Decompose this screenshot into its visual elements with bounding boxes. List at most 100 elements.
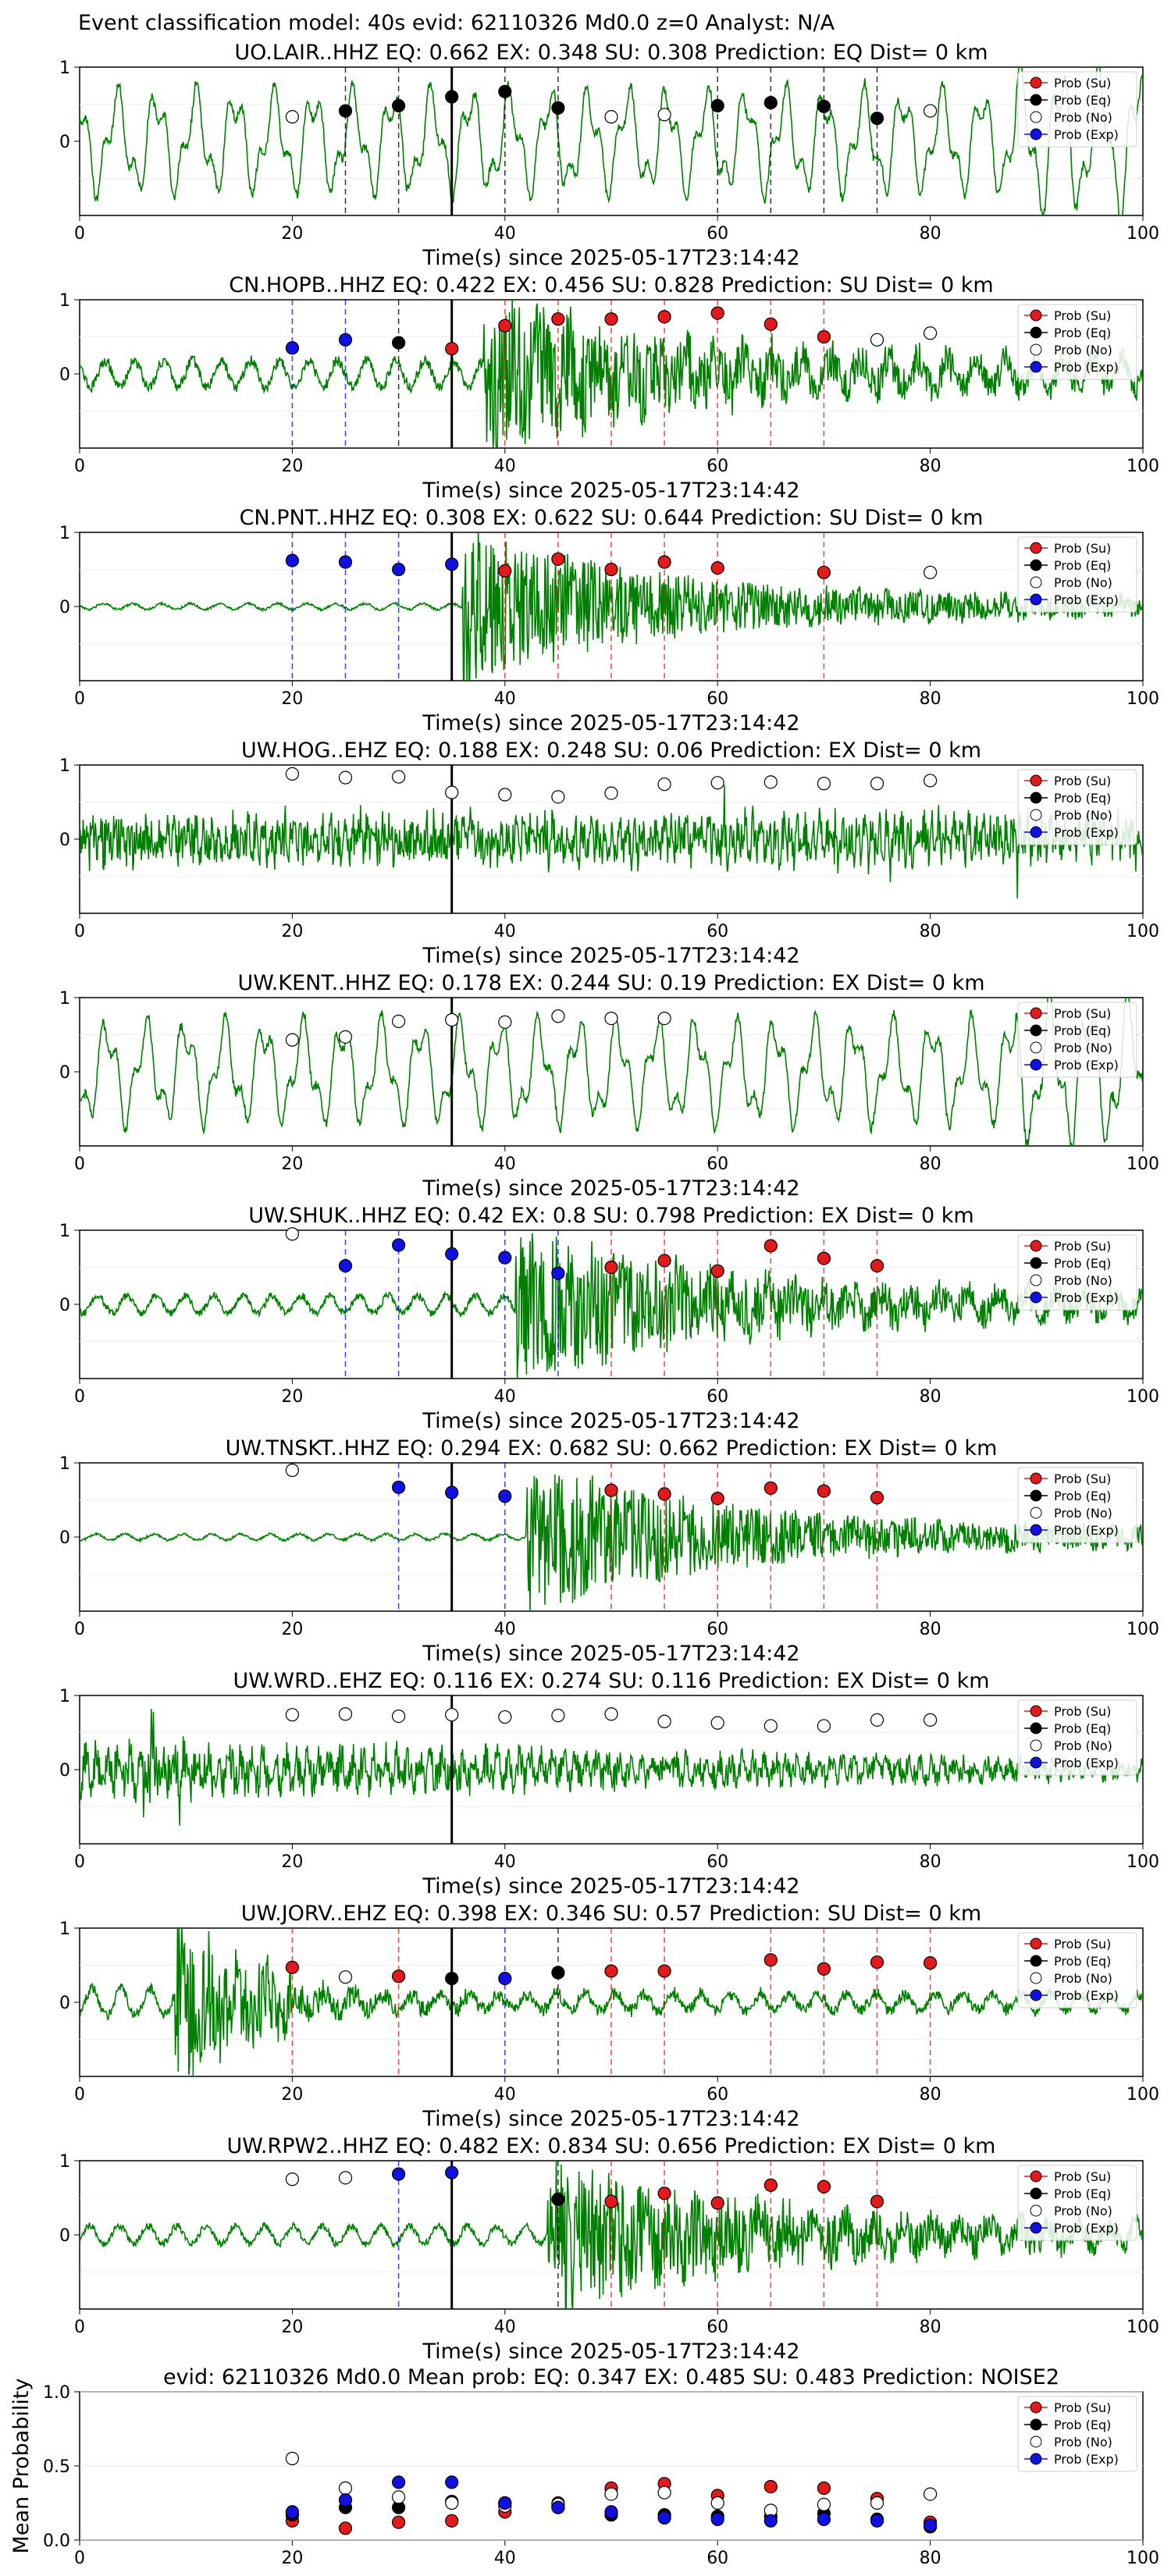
legend-label-su: Prob (Su) [1054,774,1111,788]
mean-point-no [338,2481,353,2496]
x-tick-label: 80 [920,2318,941,2337]
legend-marker-su [1030,1240,1042,1252]
waveform-trace [80,1474,1143,1611]
prob-point-su [710,2196,724,2210]
mean-point-no [710,2496,724,2510]
legend-frame [1017,304,1137,380]
prob-point-exp [338,1258,353,1273]
x-tick-label: 0 [74,1852,85,1872]
waveform-trace [80,998,1143,1146]
prob-point-su [710,560,724,575]
legend-marker-no [1030,1274,1042,1286]
prob-point-eq [551,2192,565,2206]
legend: Prob (Su) Prob (Eq) Prob (No) Prob (Exp) [1017,2396,1137,2472]
legend-marker-eq [1030,1722,1042,1735]
prob-point-no [923,774,938,788]
prob-point-no [285,1033,299,1047]
prob-point-eq [392,98,406,112]
waveform-group [80,532,1143,681]
legend-frame [1017,769,1137,845]
panel-title: CN.HOPB..HHZ EQ: 0.422 EX: 0.456 SU: 0.8… [229,273,993,297]
legend-label-no: Prob (No) [1054,343,1112,358]
x-tick-label: 0 [74,2549,85,2568]
x-axis-label: Time(s) since 2025-05-17T23:14:42 [422,1874,799,1898]
prob-point-su [710,1491,724,1506]
y-tick-label: 0 [59,133,70,152]
legend: Prob (Su) Prob (Eq) Prob (No) Prob (Exp) [1017,1002,1137,1078]
legend-label-su: Prob (Su) [1054,1006,1111,1021]
prob-point-su [870,1491,884,1505]
prob-point-su [817,2179,831,2194]
x-tick-label: 80 [920,922,941,941]
legend-label-exp: Prob (Exp) [1054,1523,1119,1538]
legend-label-no: Prob (No) [1054,808,1112,823]
legend-marker-su [1030,309,1042,322]
x-axis-label: Time(s) since 2025-05-17T23:14:42 [422,711,799,735]
y-tick-label: 1 [59,756,70,776]
waveform-group [80,67,1143,215]
x-tick-label: 80 [920,1620,941,1639]
legend-label-exp: Prob (Exp) [1054,1988,1119,2003]
prob-point-exp [392,1238,406,1252]
y-tick-label: 1 [59,1454,70,1474]
legend-marker-exp [1030,826,1042,838]
panel-title: evid: 62110326 Md0.0 Mean prob: EQ: 0.34… [163,2365,1059,2389]
y-tick-label: 1 [59,291,70,311]
legend-marker-no [1030,2204,1042,2217]
legend-marker-su [1030,1472,1042,1485]
legend-marker-exp [1030,128,1042,141]
prob-point-exp [392,1480,406,1494]
x-tick-label: 20 [281,1387,303,1407]
prob-point-no [551,1009,565,1023]
prob-point-no [657,1011,671,1026]
prob-point-exp [338,555,353,569]
y-tick-label: 0.5 [43,2457,70,2477]
legend: Prob (Su) Prob (Eq) Prob (No) Prob (Exp) [1017,769,1137,845]
legend-label-no: Prob (No) [1054,1971,1112,1986]
mean-point-exp [710,2512,724,2526]
legend-frame [1017,2165,1137,2241]
legend: Prob (Su) Prob (Eq) Prob (No) Prob (Exp) [1017,71,1137,148]
legend-marker-eq [1030,792,1042,804]
legend: Prob (Su) Prob (Eq) Prob (No) Prob (Exp) [1017,1467,1137,1543]
prob-point-su [763,2178,778,2192]
x-tick-label: 60 [707,2085,728,2105]
legend-marker-su [1030,2401,1042,2414]
prob-point-eq [445,1972,459,1986]
legend: Prob (Su) Prob (Eq) Prob (No) Prob (Exp) [1017,1699,1137,1776]
y-tick-label: 0.0 [43,2532,70,2551]
x-tick-label: 20 [281,2318,303,2337]
panel-6: UW.SHUK..HHZ EQ: 0.42 EX: 0.8 SU: 0.798 … [59,1204,1159,1433]
x-tick-label: 100 [1127,689,1159,709]
waveform-group [80,1709,1143,1826]
legend-label-exp: Prob (Exp) [1054,2452,1119,2467]
legend-frame [1017,71,1137,148]
legend-marker-exp [1030,1756,1042,1769]
prob-point-eq [763,96,778,110]
y-tick-label: 0 [59,2226,70,2246]
prob-point-eq [392,336,406,350]
prob-point-su [817,329,831,344]
y-tick-label: 1 [59,1222,70,1241]
legend-marker-no [1030,2435,1042,2448]
legend-marker-no [1030,1041,1042,1054]
x-axis-label: Time(s) since 2025-05-17T23:14:42 [422,1409,799,1433]
prob-point-su [551,312,565,326]
legend-label-su: Prob (Su) [1054,541,1111,556]
prob-point-no [923,565,938,579]
y-tick-label: 0 [59,598,70,617]
prob-point-no [445,1012,459,1027]
legend: Prob (Su) Prob (Eq) Prob (No) Prob (Exp) [1017,536,1137,613]
legend-marker-exp [1030,1524,1042,1536]
prob-point-no [285,1708,299,1722]
mean-point-exp [657,2510,671,2525]
y-tick-label: 0 [59,1296,70,1315]
y-tick-label: 1 [59,2152,70,2172]
panel-title: UW.KENT..HHZ EQ: 0.178 EX: 0.244 SU: 0.1… [237,971,984,995]
panel-10: UW.RPW2..HHZ EQ: 0.482 EX: 0.834 SU: 0.6… [59,2134,1159,2364]
legend-label-exp: Prob (Exp) [1054,1290,1119,1305]
x-tick-label: 60 [707,224,728,244]
mean-point-exp [392,2475,406,2489]
mean-point-no [817,2497,831,2511]
legend-label-no: Prob (No) [1054,2204,1112,2218]
